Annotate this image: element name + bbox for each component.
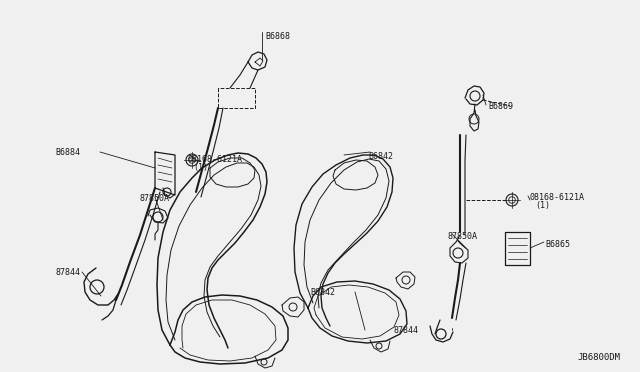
Text: 87850A: 87850A bbox=[140, 194, 170, 203]
Text: B6884: B6884 bbox=[55, 148, 80, 157]
Text: B6842: B6842 bbox=[310, 288, 335, 297]
Text: (1): (1) bbox=[535, 201, 550, 210]
Text: JB6800DM: JB6800DM bbox=[577, 353, 620, 362]
Text: B6865: B6865 bbox=[545, 240, 570, 249]
Text: (1): (1) bbox=[193, 163, 208, 172]
Text: B6869: B6869 bbox=[488, 102, 513, 111]
Text: 87850A: 87850A bbox=[448, 232, 478, 241]
Text: 87844: 87844 bbox=[55, 268, 80, 277]
Text: B6868: B6868 bbox=[265, 32, 290, 41]
Text: 08168-6121A: 08168-6121A bbox=[188, 155, 243, 164]
Text: 08168-6121A: 08168-6121A bbox=[530, 193, 585, 202]
Text: 87844: 87844 bbox=[393, 326, 418, 335]
Text: B6842: B6842 bbox=[368, 152, 393, 161]
